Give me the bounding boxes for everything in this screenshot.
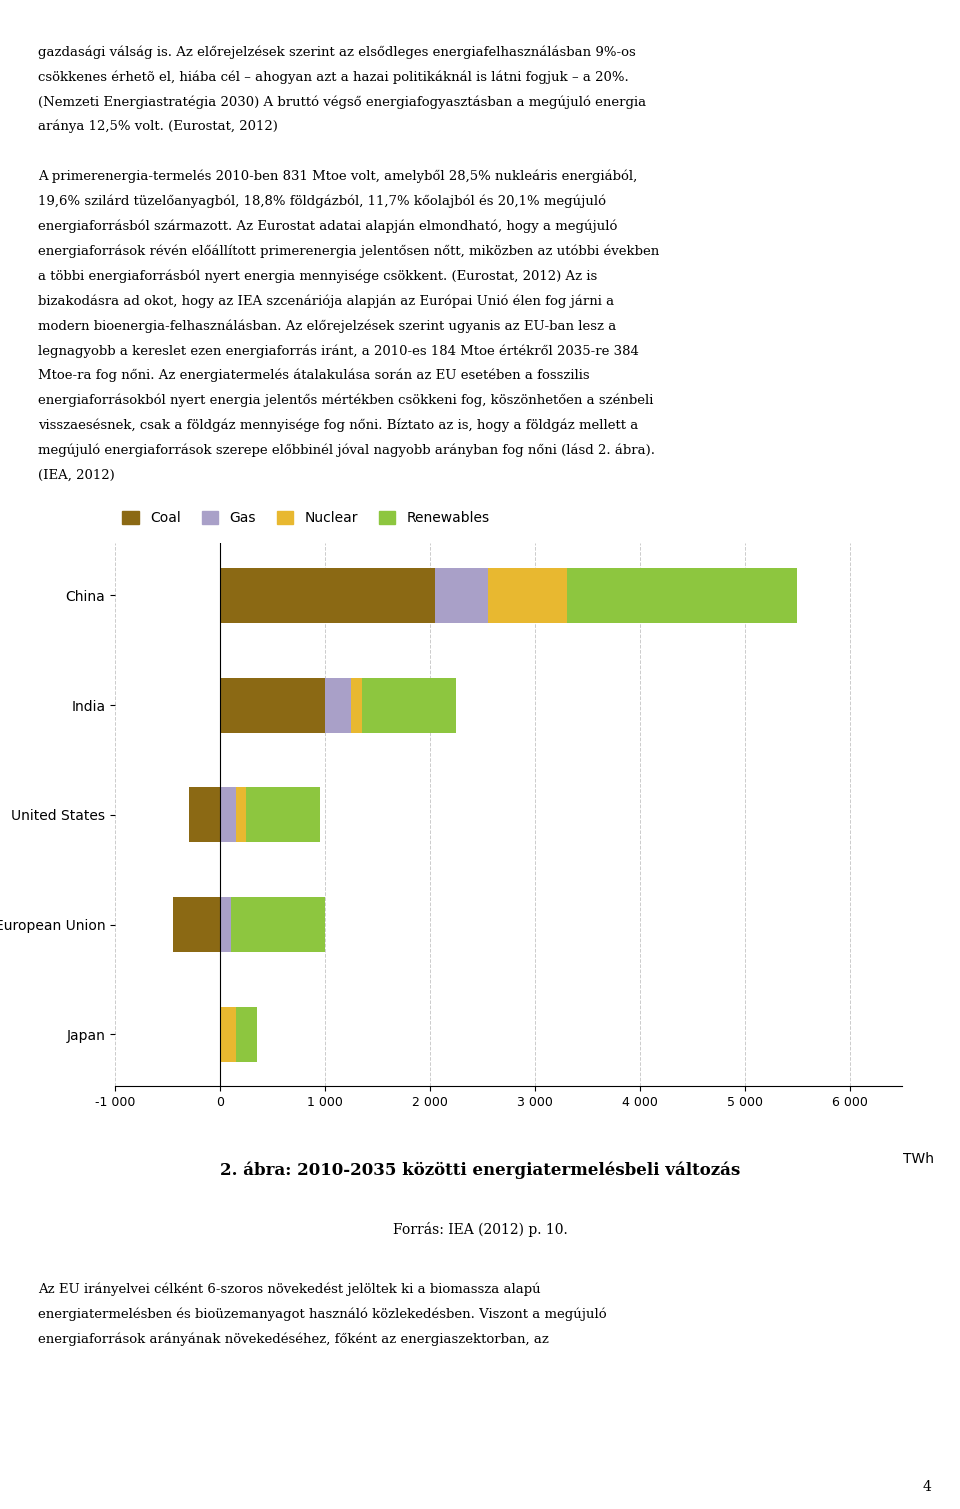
Bar: [247, 788, 320, 842]
Bar: [236, 788, 247, 842]
Text: gazdasági válság is. Az előrejelzések szerint az elsődleges energiafelhasználásb: gazdasági válság is. Az előrejelzések sz…: [38, 45, 636, 59]
Text: energiaforrások révén előállított primerenergia jelentősen nőtt, miközben az utó: energiaforrások révén előállított primer…: [38, 244, 660, 258]
Bar: [220, 898, 230, 952]
X-axis label: TWh: TWh: [902, 1151, 934, 1165]
Text: visszaesésnek, csak a földgáz mennyisége fog nőni. Bíztato az is, hogy a földgáz: visszaesésnek, csak a földgáz mennyisége…: [38, 420, 638, 432]
Text: energiatermelésben és bioüzemanyagot használó közlekedésben. Viszont a megújuló: energiatermelésben és bioüzemanyagot has…: [38, 1307, 607, 1320]
Text: csökkenes érhetõ el, hiába cél – ahogyan azt a hazai politikáknál is látni fogju: csökkenes érhetõ el, hiába cél – ahogyan…: [38, 69, 629, 83]
Text: modern bioenergia-felhasználásban. Az előrejelzések szerint ugyanis az EU-ban le: modern bioenergia-felhasználásban. Az el…: [38, 320, 616, 332]
Bar: [220, 567, 435, 623]
Text: energiaforrásokból nyert energia jelentős mértékben csökkeni fog, köszönhetően a: energiaforrásokból nyert energia jelentő…: [38, 394, 654, 407]
Bar: [220, 1007, 236, 1062]
Bar: [362, 678, 456, 732]
Text: 4: 4: [923, 1480, 931, 1494]
Text: energiaforrások arányának növekedéséhez, főként az energiaszektorban, az: energiaforrások arányának növekedéséhez,…: [38, 1332, 549, 1346]
Text: legnagyobb a kereslet ezen energiaforrás iránt, a 2010-es 184 Mtoe értékről 2035: legnagyobb a kereslet ezen energiaforrás…: [38, 344, 639, 358]
Text: Forrás: IEA (2012) p. 10.: Forrás: IEA (2012) p. 10.: [393, 1222, 567, 1237]
Bar: [189, 788, 220, 842]
Text: bizakodásra ad okot, hogy az IEA szcenáriója alapján az Európai Unió élen fog já: bizakodásra ad okot, hogy az IEA szcenár…: [38, 294, 614, 308]
Bar: [236, 1007, 257, 1062]
Text: megújuló energiaforrások szerepe előbbinél jóval nagyobb arányban fog nőni (lásd: megújuló energiaforrások szerepe előbbin…: [38, 444, 656, 457]
Bar: [325, 678, 351, 732]
Bar: [220, 678, 325, 732]
Bar: [351, 678, 362, 732]
Text: a többi energiaforrásból nyert energia mennyisége csökkent. (Eurostat, 2012) Az : a többi energiaforrásból nyert energia m…: [38, 270, 598, 282]
Bar: [173, 898, 220, 952]
Text: energiaforrásból származott. Az Eurostat adatai alapján elmondható, hogy a megúj: energiaforrásból származott. Az Eurostat…: [38, 220, 618, 232]
Bar: [435, 567, 488, 623]
Bar: [488, 567, 566, 623]
Text: (Nemzeti Energiastratégia 2030) A bruttó végső energiafogyasztásban a megújuló e: (Nemzeti Energiastratégia 2030) A bruttó…: [38, 95, 646, 109]
Bar: [566, 567, 798, 623]
Bar: [230, 898, 325, 952]
Text: (IEA, 2012): (IEA, 2012): [38, 468, 115, 481]
Text: 19,6% szilárd tüzelőanyagból, 18,8% földgázból, 11,7% kőolajból és 20,1% megújul: 19,6% szilárd tüzelőanyagból, 18,8% föld…: [38, 195, 607, 208]
Text: 2. ábra: 2010-2035 közötti energiatermelésbeli változás: 2. ábra: 2010-2035 közötti energiatermel…: [220, 1162, 740, 1180]
Text: Az EU irányelvei célként 6-szoros növekedést jelöltek ki a biomassza alapú: Az EU irányelvei célként 6-szoros növeke…: [38, 1283, 541, 1296]
Text: A primerenergia-termelés 2010-ben 831 Mtoe volt, amelyből 28,5% nukleáris energi: A primerenergia-termelés 2010-ben 831 Mt…: [38, 171, 637, 183]
Text: aránya 12,5% volt. (Eurostat, 2012): aránya 12,5% volt. (Eurostat, 2012): [38, 121, 278, 133]
Text: Mtoe-ra fog nőni. Az energiatermelés átalakulása során az EU esetében a fosszili: Mtoe-ra fog nőni. Az energiatermelés áta…: [38, 370, 590, 382]
Legend: Coal, Gas, Nuclear, Renewables: Coal, Gas, Nuclear, Renewables: [122, 512, 490, 525]
Bar: [220, 788, 236, 842]
